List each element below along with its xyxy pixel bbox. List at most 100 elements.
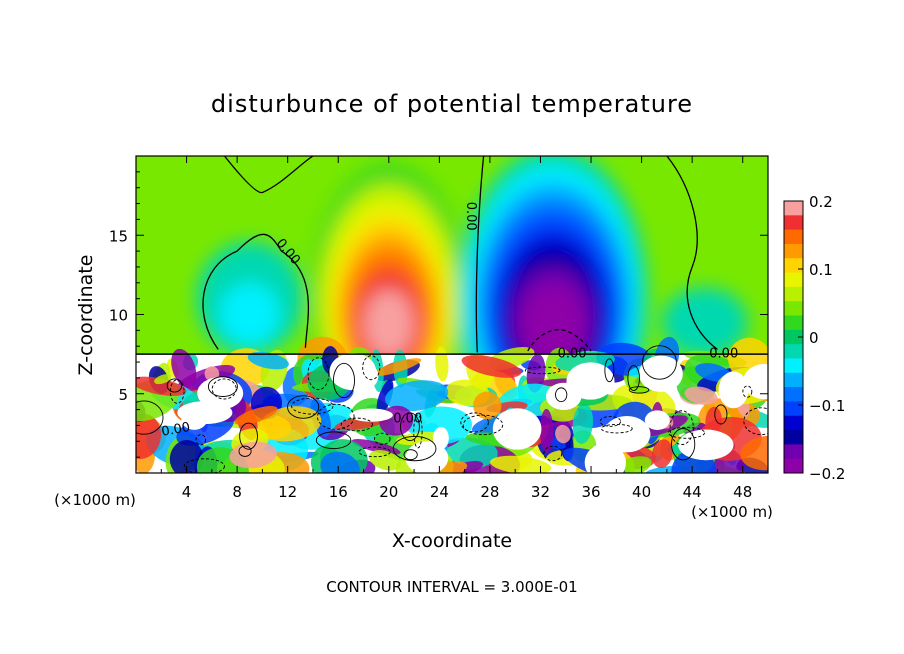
lower-contour (211, 378, 237, 400)
lower-contour (460, 412, 489, 433)
lower-contour (291, 397, 334, 415)
lower-contour (543, 445, 563, 462)
colorbar-tick-label: 0 (809, 329, 819, 347)
colorbar-tick-label: −0.2 (809, 465, 845, 483)
colorbar-swatch (784, 358, 803, 374)
colorbar-swatch (784, 415, 803, 431)
saturated-region (349, 408, 393, 422)
lower-contour (403, 449, 418, 461)
turbulent-cell (572, 403, 594, 444)
saturated-region (742, 363, 768, 400)
colorbar-swatch (784, 315, 803, 331)
plot-area: 0.000.000.00 0.000.000.00 (136, 156, 768, 473)
lower-contour (332, 362, 355, 399)
lower-contour (743, 407, 768, 436)
zero-contour (223, 156, 314, 194)
lower-contour (358, 446, 391, 458)
x-tick-label: 4 (182, 483, 192, 501)
turbulent-cell (258, 406, 322, 442)
lower-contour (400, 412, 420, 441)
contour-label: 0.00 (709, 346, 738, 361)
turbulent-cell (651, 439, 673, 469)
y-axis-ticks: 5 10 15 (109, 171, 768, 458)
turbulent-cell (171, 348, 197, 388)
x-tick-label: 8 (232, 483, 242, 501)
colorbar-swatch (784, 272, 803, 288)
lower-contour (671, 428, 696, 461)
colorbar-swatch (784, 387, 803, 402)
y-axis-label: Z-coordinate (75, 255, 97, 376)
turbulent-cell (540, 408, 554, 453)
lower-layer-field (136, 336, 768, 473)
lower-contour (599, 416, 622, 427)
y-tick-label: 5 (118, 386, 128, 404)
lower-contour (642, 345, 677, 380)
saturated-region (566, 362, 615, 400)
x-tick-label: 48 (733, 483, 752, 501)
turbulent-cell (368, 449, 402, 471)
y-tick-label: 15 (109, 227, 128, 245)
x-tick-label: 12 (278, 483, 297, 501)
lower-contour (207, 376, 238, 397)
lower-contour (136, 400, 164, 435)
colorbar-swatch (784, 344, 803, 359)
turbulent-cell (320, 451, 360, 473)
lower-contour (714, 404, 728, 425)
zero-contour (666, 156, 718, 350)
saturated-region (678, 429, 734, 461)
y-tick-label: 10 (109, 307, 128, 325)
x-tick-label: 28 (480, 483, 499, 501)
lower-contour (195, 434, 207, 446)
colorbar-swatch (784, 229, 803, 245)
lower-contour (374, 432, 391, 445)
lower-contour (742, 385, 753, 398)
lower-contour (166, 378, 183, 393)
turbulent-cell (372, 358, 422, 377)
lower-contour (555, 387, 568, 403)
turbulent-cell (136, 413, 162, 459)
zero-contour (475, 156, 485, 353)
lower-contour (169, 379, 185, 404)
colorbar-swatch (784, 458, 803, 474)
lower-contour (238, 445, 252, 457)
x-axis-label: X-coordinate (392, 530, 512, 552)
turbulent-cell (136, 376, 187, 396)
colorbar-swatch (784, 243, 803, 259)
turbulent-cell (684, 386, 718, 405)
x-tick-label: 36 (581, 483, 600, 501)
turbulent-cell (385, 380, 449, 412)
lower-contour (239, 422, 258, 450)
colorbar-swatch (784, 215, 803, 231)
colorbar-swatch (784, 444, 803, 460)
saturated-region (603, 416, 651, 453)
zero-contour (527, 329, 592, 352)
lower-contour (601, 423, 633, 434)
lower-contour (628, 386, 650, 394)
x-tick-label: 44 (683, 483, 702, 501)
colorbar: 0.2 0.1 0 −0.1 −0.2 (783, 193, 845, 483)
turbulent-cell (229, 441, 277, 469)
anomaly-band (219, 282, 281, 347)
saturated-region (584, 443, 627, 473)
colorbar-tick-label: −0.1 (809, 397, 845, 415)
lower-contour (317, 403, 355, 430)
contour-label: 0.00 (558, 346, 587, 361)
lower-contour (668, 426, 706, 439)
lower-contour (627, 365, 640, 391)
saturated-region (360, 365, 379, 388)
contour-label: 0.00 (463, 202, 478, 231)
colorbar-swatch (784, 301, 803, 317)
lower-contour (392, 435, 437, 462)
turbulent-cell (154, 374, 172, 385)
turbulent-cell (490, 455, 552, 473)
lower-contour (604, 358, 615, 383)
turbulent-cell (169, 440, 204, 473)
turbulent-cell (435, 346, 449, 382)
saturated-region (644, 410, 670, 431)
x-origin-unit: (×1000 m) (54, 491, 136, 509)
saturated-region (492, 408, 542, 450)
lower-contour (362, 355, 381, 381)
saturated-region (177, 401, 233, 425)
x-tick-label: 40 (632, 483, 651, 501)
